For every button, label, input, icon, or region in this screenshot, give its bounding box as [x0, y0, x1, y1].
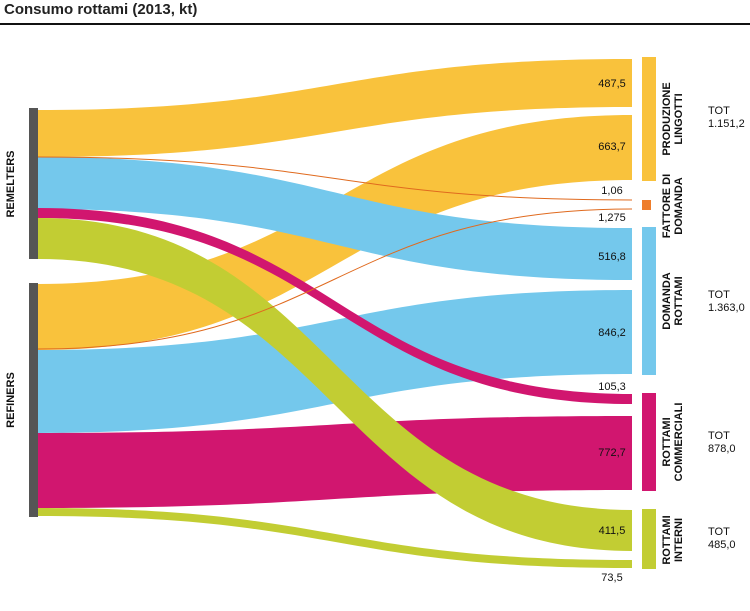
flow-value-label: 105,3 — [598, 381, 626, 393]
target-label-produzione-line1: PRODUZIONE — [661, 82, 673, 155]
flow-value-label: 1,275 — [598, 212, 626, 224]
flow-value-label: 516,8 — [598, 251, 626, 263]
flow-value-label: 411,5 — [599, 525, 626, 537]
target-label-interni-line1: ROTTAMI — [661, 515, 673, 564]
total-value-commerciali: 878,0 — [708, 443, 736, 455]
total-value-produzione: 1.151,2 — [708, 118, 745, 130]
node-remelters-bar — [29, 108, 38, 259]
labels-layer: REMELTERS REFINERS PRODUZIONE LINGOTTI FATTO… — [5, 78, 745, 584]
target-label-commerciali-line1: ROTTAMI — [661, 417, 673, 466]
flow-value-label: 772,7 — [598, 447, 626, 459]
source-label-remelters: REMELTERS — [5, 150, 17, 217]
total-label-commerciali: TOT — [708, 430, 730, 442]
flow-refiners-to-domanda — [38, 290, 632, 433]
flows-layer — [37, 59, 633, 568]
flow-remelters-to-produzione — [38, 59, 632, 157]
target-label-produzione-line2: LINGOTTI — [673, 93, 685, 144]
flow-refiners-to-interni — [38, 508, 632, 568]
flow-value-label: 846,2 — [598, 327, 626, 339]
flow-remelters-to-interni — [38, 218, 632, 551]
flow-remelters-to-commerciali — [38, 208, 632, 404]
target-label-commerciali-line2: COMMERCIALI — [673, 403, 685, 482]
nodes-layer — [29, 57, 656, 569]
flow-value-label: 663,7 — [598, 141, 626, 153]
target-label-fattore-line1: FATTORE DI — [661, 174, 673, 238]
flow-refiners-to-fattore — [37, 208, 633, 350]
flow-remelters-to-domanda — [38, 157, 632, 280]
node-refiners-bar — [29, 283, 38, 517]
node-interni-bar — [642, 509, 656, 569]
node-commerciali-bar — [642, 393, 656, 491]
target-label-interni-line2: INTERNI — [673, 518, 685, 562]
target-label-domanda-line2: ROTTAMI — [673, 276, 685, 325]
total-value-interni: 485,0 — [708, 539, 736, 551]
target-label-domanda-line1: DOMANDA — [661, 272, 673, 329]
flow-remelters-to-fattore — [37, 156, 633, 201]
flow-value-label: 1,06 — [601, 185, 622, 197]
flow-value-label: 73,5 — [601, 572, 622, 584]
total-value-domanda: 1.363,0 — [708, 302, 745, 314]
title-rule — [0, 23, 750, 25]
node-fattore-bar — [642, 200, 651, 210]
target-label-fattore-line2: DOMANDA — [673, 177, 685, 234]
node-domanda-bar — [642, 227, 656, 375]
total-label-interni: TOT — [708, 526, 730, 538]
source-label-refiners: REFINERS — [5, 372, 17, 428]
flow-value-label: 487,5 — [598, 78, 626, 90]
total-label-domanda: TOT — [708, 289, 730, 301]
chart-title: Consumo rottami (2013, kt) — [4, 1, 198, 18]
total-label-produzione: TOT — [708, 105, 730, 117]
node-produzione-bar — [642, 57, 656, 181]
